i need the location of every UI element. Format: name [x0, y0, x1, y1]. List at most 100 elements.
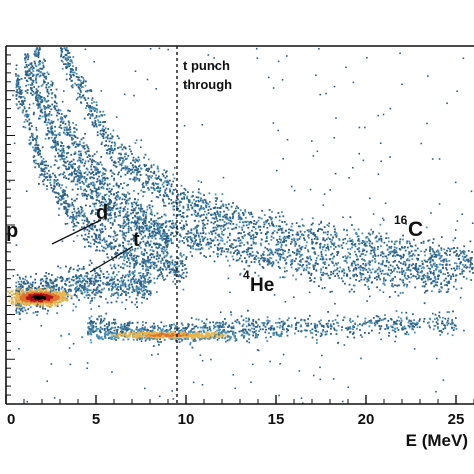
scatter-point — [49, 173, 51, 176]
scatter-point — [95, 199, 98, 202]
scatter-point — [69, 128, 72, 131]
scatter-point — [107, 208, 110, 211]
scatter-point — [312, 266, 315, 268]
scatter-point — [30, 62, 33, 65]
scatter-point — [35, 79, 37, 82]
scatter-point — [31, 72, 34, 75]
scatter-point — [242, 237, 244, 240]
scatter-point — [83, 213, 86, 216]
scatter-point — [53, 179, 56, 181]
scatter-point — [133, 274, 136, 277]
scatter-point — [172, 180, 174, 183]
scatter-point — [171, 259, 174, 262]
scatter-point — [133, 271, 136, 273]
scatter-point — [133, 171, 135, 174]
scatter-point — [276, 231, 279, 234]
scatter-point — [28, 285, 30, 287]
scatter-point — [263, 214, 266, 216]
scatter-point — [433, 270, 435, 272]
scatter-point — [39, 152, 41, 155]
scatter-point — [59, 158, 62, 161]
scatter-point — [312, 374, 315, 377]
scatter-point — [213, 217, 216, 220]
scatter-point — [91, 123, 94, 126]
scatter-point — [123, 208, 125, 210]
scatter-point — [171, 222, 173, 225]
scatter-point — [298, 253, 301, 255]
scatter-point — [80, 138, 83, 141]
scatter-point — [164, 278, 167, 280]
scatter-point — [112, 185, 115, 187]
scatter-point — [185, 256, 188, 258]
scatter-point — [371, 268, 374, 271]
scatter-point — [143, 292, 146, 295]
scatter-point — [309, 277, 311, 279]
scatter-point — [232, 258, 235, 261]
scatter-point — [153, 234, 156, 237]
scatter-point — [116, 135, 119, 137]
scatter-point — [70, 174, 73, 177]
scatter-point — [55, 196, 57, 198]
scatter-point — [75, 215, 77, 218]
scatter-point — [207, 54, 210, 56]
scatter-point — [106, 203, 109, 206]
scatter-point — [247, 233, 250, 235]
scatter-point — [56, 305, 59, 308]
scatter-point — [100, 186, 103, 189]
scatter-point — [128, 240, 130, 243]
scatter-point — [438, 288, 441, 291]
scatter-point — [30, 132, 33, 135]
scatter-point — [110, 149, 113, 152]
scatter-point — [386, 259, 388, 262]
scatter-point — [124, 215, 127, 218]
scatter-point — [53, 280, 56, 283]
scatter-point — [26, 73, 28, 76]
scatter-point — [71, 218, 74, 220]
scatter-point — [95, 194, 98, 197]
scatter-point — [265, 237, 268, 239]
scatter-point — [97, 186, 100, 189]
scatter-point — [64, 161, 67, 164]
scatter-point — [175, 217, 178, 220]
scatter-point — [165, 248, 168, 251]
scatter-point — [95, 291, 98, 294]
scatter-point — [90, 183, 92, 186]
scatter-point — [46, 95, 49, 98]
scatter-point — [119, 209, 122, 212]
scatter-point — [182, 226, 184, 229]
scatter-point — [163, 279, 165, 281]
scatter-point — [434, 277, 437, 279]
scatter-point — [23, 114, 26, 117]
scatter-point — [60, 280, 63, 282]
scatter-point — [111, 188, 113, 191]
scatter-point — [301, 233, 304, 236]
scatter-point — [361, 258, 364, 261]
scatter-point — [96, 178, 99, 180]
scatter-point — [220, 253, 222, 256]
scatter-point — [70, 278, 73, 281]
scatter-point — [320, 221, 322, 224]
scatter-point — [63, 161, 66, 163]
scatter-point — [40, 278, 42, 281]
scatter-point — [140, 251, 143, 253]
scatter-point — [79, 153, 82, 155]
scatter-point — [415, 263, 418, 265]
scatter-point — [417, 268, 420, 271]
scatter-point — [112, 238, 115, 241]
scatter-point — [280, 229, 283, 231]
scatter-point — [349, 248, 352, 250]
scatter-point — [71, 188, 74, 191]
scatter-point — [67, 56, 70, 58]
scatter-point — [99, 238, 101, 241]
scatter-point — [315, 74, 317, 76]
scatter-point — [87, 232, 90, 235]
scatter-point — [199, 248, 202, 251]
scatter-point — [454, 251, 456, 253]
scatter-point — [89, 172, 92, 175]
scatter-point — [364, 276, 367, 279]
scatter-point — [433, 255, 436, 258]
scatter-point — [66, 208, 68, 211]
scatter-point — [62, 154, 65, 157]
scatter-point — [28, 103, 31, 106]
scatter-point — [393, 269, 395, 272]
